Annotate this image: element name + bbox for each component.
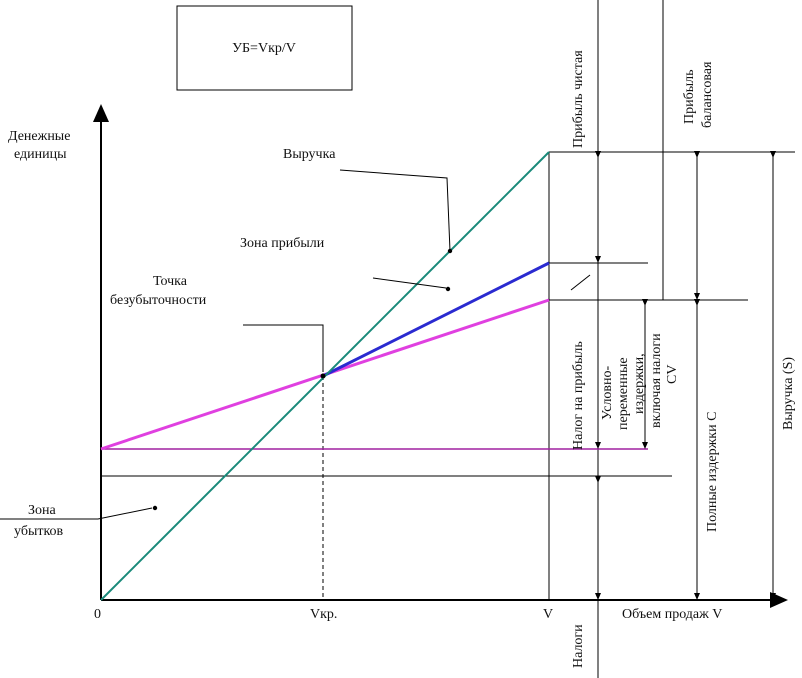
balance-profit-vlabel-2: балансовая (700, 61, 715, 128)
revenue-leader-dot (447, 248, 453, 254)
y-axis-label-2: единицы (14, 147, 67, 162)
profit-zone-leader-dot (445, 286, 451, 292)
profit-zone-leader (372, 277, 447, 289)
loss-zone-leader-dot (152, 505, 158, 511)
loss-zone-label-1: Зона (28, 503, 57, 518)
loss-zone-leader (0, 507, 153, 520)
profit-tax-pointer (570, 274, 591, 291)
breakeven-label-2: безубыточности (110, 293, 207, 308)
x-axis-label: Объем продаж V (622, 607, 722, 622)
profit-tax-vlabel: Налог на прибыль (571, 341, 586, 450)
breakeven-point (320, 373, 326, 379)
variable-costs-vlabel-2: переменные (616, 357, 631, 430)
y-axis-label-1: Денежные (8, 129, 70, 144)
loss-zone-label-2: убытков (14, 524, 64, 539)
breakeven-leader (243, 324, 324, 372)
revenue-s-vlabel: Выручка (S) (781, 357, 796, 430)
variable-costs-vlabel-5: CV (665, 365, 680, 384)
profit-zone-label: Зона прибыли (240, 236, 325, 251)
vkr-label: Vкр. (310, 607, 337, 622)
revenue-label: Выручка (283, 147, 336, 162)
full-costs-vlabel: Полные издержки C (705, 412, 720, 532)
breakeven-label-1: Точка (153, 274, 188, 289)
variable-costs-vlabel-3: издержки, (632, 353, 647, 414)
balance-profit-vlabel-1: Прибыль (682, 69, 697, 124)
revenue-leader (339, 169, 451, 252)
formula-box (176, 5, 353, 91)
variable-costs-vlabel-4: включая налоги (649, 333, 664, 428)
formula-text: УБ=Vкр/V (232, 41, 296, 56)
v-label: V (543, 607, 553, 622)
origin-label: 0 (94, 607, 101, 622)
taxes-vlabel: Налоги (571, 624, 586, 668)
variable-costs-vlabel-1: Условно- (600, 365, 615, 420)
net-profit-vlabel: Прибыль чистая (571, 50, 586, 148)
profit-line (322, 261, 550, 378)
